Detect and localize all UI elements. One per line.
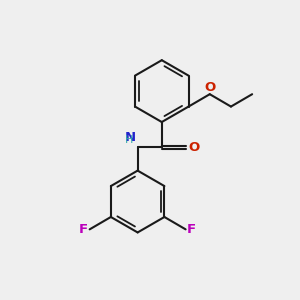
Text: O: O [188,141,200,154]
Text: H: H [124,135,133,145]
Text: O: O [204,81,215,94]
Text: F: F [187,223,196,236]
Text: F: F [79,223,88,236]
Text: N: N [125,131,136,144]
